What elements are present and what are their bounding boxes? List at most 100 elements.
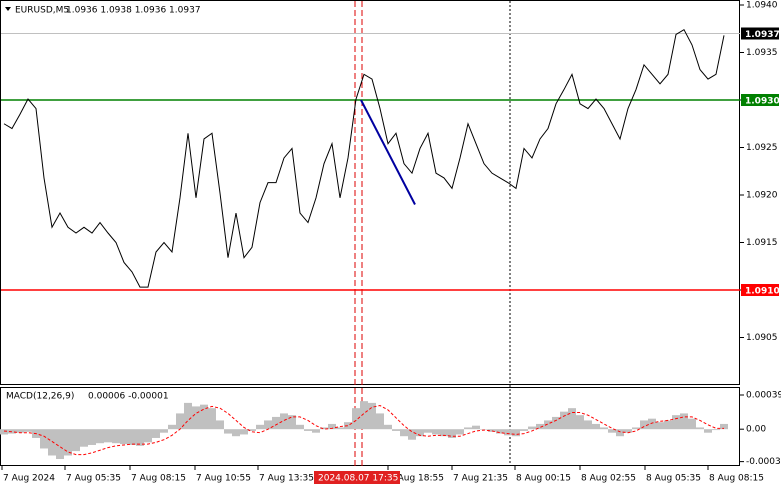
x-tick-label: 7 Aug 13:35 — [259, 474, 314, 484]
macd-bar — [720, 423, 728, 430]
macd-bar — [248, 429, 256, 431]
macd-bar — [112, 429, 120, 444]
x-tick-label: 7 Aug 2024 — [3, 474, 55, 484]
macd-bar — [96, 429, 104, 444]
macd-bar — [304, 429, 312, 431]
macd-bar — [656, 422, 664, 430]
macd-bar — [72, 429, 80, 452]
macd-bar — [40, 429, 48, 449]
macd-bar — [280, 413, 288, 430]
macd-bar — [384, 424, 392, 430]
macd-bar — [168, 424, 176, 430]
macd-bar — [392, 429, 400, 431]
macd-bar — [520, 429, 528, 431]
x-tick-label: 8 Aug 05:35 — [646, 474, 701, 484]
signal-line — [3, 404, 724, 456]
macd-bar — [24, 429, 32, 432]
macd-bar — [376, 413, 384, 430]
macd-bar — [240, 429, 248, 435]
macd-bar — [288, 415, 296, 430]
macd-bar — [368, 402, 376, 430]
y-tick-label: 1.0940 — [746, 1, 778, 11]
cursor-label: 2024.08.07 17:35 — [318, 474, 398, 484]
symbol: EURUSD,M5 — [15, 6, 69, 16]
price-pane — [0, 0, 740, 385]
macd-bar — [8, 429, 16, 434]
macd-bar — [16, 429, 24, 433]
y-tick-label: 0.00 — [746, 425, 766, 435]
macd-bar — [592, 423, 600, 430]
macd-bar — [64, 429, 72, 456]
macd-bar — [224, 429, 232, 434]
x-tick-label: 8 Aug 02:55 — [581, 474, 636, 484]
macd-bar — [528, 426, 536, 430]
macd-bar — [416, 429, 424, 437]
price-line — [3, 29, 725, 288]
x-tick-label: 7 Aug 05:35 — [66, 474, 121, 484]
macd-bar — [264, 420, 272, 430]
x-tick-label: 7 Aug 10:55 — [196, 474, 251, 484]
trendline — [360, 99, 416, 205]
macd-bar — [576, 415, 584, 430]
cursor-box — [314, 471, 400, 484]
macd-bar — [496, 429, 504, 434]
macd-bar — [712, 429, 720, 431]
macd-bar — [560, 411, 568, 430]
macd-bar — [672, 415, 680, 430]
macd-bar — [328, 423, 336, 430]
macd-bar — [160, 429, 168, 433]
macd-bar — [472, 425, 480, 430]
macd-bar — [664, 420, 672, 430]
macd-bar — [176, 413, 184, 430]
y-tick-label: 1.0915 — [746, 238, 778, 248]
macd-bar — [568, 408, 576, 430]
macd-bar — [400, 429, 408, 437]
macd-bar — [688, 418, 696, 430]
price-box-label: 1.0930 — [745, 97, 780, 107]
collapse-icon[interactable] — [5, 7, 11, 11]
macd-bar — [320, 427, 328, 430]
macd-bar — [584, 420, 592, 430]
macd-bar — [408, 429, 416, 440]
x-tick-label: 7 Aug 21:35 — [453, 474, 508, 484]
macd-bar — [216, 420, 224, 430]
y-tick-label: 0.00039 — [746, 391, 781, 401]
macd-bar — [480, 429, 488, 430]
macd-bar — [552, 416, 560, 430]
macd-bar — [360, 401, 368, 430]
macd-bar — [536, 423, 544, 430]
price-box-label: 1.0910 — [745, 287, 780, 297]
x-tick-label: 7 Aug 08:15 — [131, 474, 186, 484]
price-box-label: 1.0937 — [745, 30, 780, 40]
macd-bar — [256, 424, 264, 430]
macd-bar — [352, 408, 360, 430]
macd-bar — [616, 429, 624, 437]
macd-bar — [296, 424, 304, 430]
macd-bar — [344, 422, 352, 430]
macd-bar — [600, 427, 608, 430]
macd-bar — [640, 420, 648, 430]
macd-bar — [152, 429, 160, 438]
macd-bar — [704, 429, 712, 433]
ohlc: 1.0936 1.0938 1.0936 1.0937 — [66, 6, 201, 16]
x-tick-label: 7 Aug 18:55 — [389, 474, 444, 484]
macd-bar — [512, 429, 520, 437]
macd-pane — [0, 387, 740, 466]
macd-bar — [448, 429, 456, 438]
y-tick-label: -0.00037 — [746, 457, 781, 467]
price-box — [741, 27, 779, 40]
macd-bar — [608, 429, 616, 433]
macd-bar — [120, 429, 128, 445]
macd-bar — [696, 427, 704, 430]
macd-title: MACD(12,26,9) — [6, 392, 74, 402]
macd-bar — [312, 429, 320, 433]
macd-bar — [456, 429, 464, 435]
macd-bar — [424, 429, 432, 433]
macd-bar — [0, 429, 8, 435]
x-tick-label: 8 Aug 00:15 — [516, 474, 571, 484]
macd-bar — [648, 418, 656, 430]
y-tick-label: 1.0925 — [746, 143, 778, 153]
macd-bar — [144, 429, 152, 443]
